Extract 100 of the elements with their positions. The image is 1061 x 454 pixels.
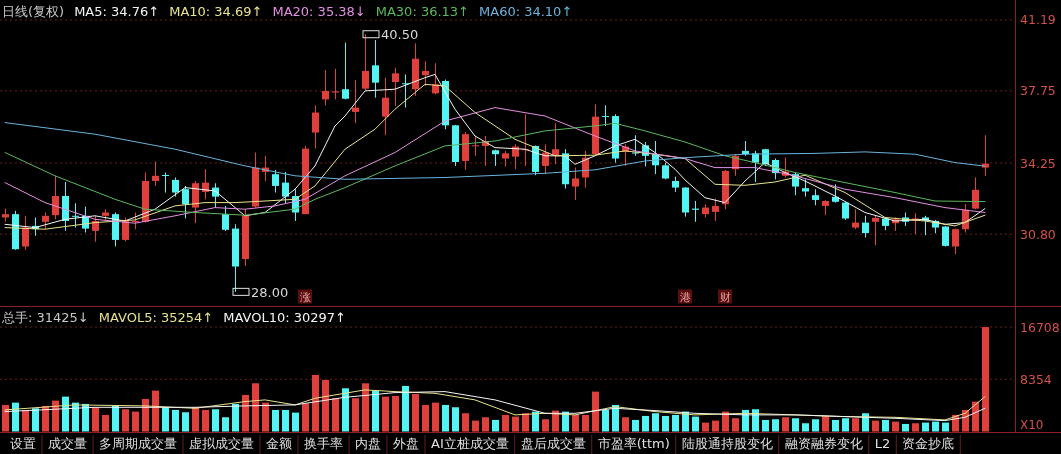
chart-title: 总手: 31425↓ bbox=[1, 310, 89, 325]
candlestick bbox=[282, 171, 289, 204]
bar bbox=[572, 414, 579, 432]
bar bbox=[562, 411, 569, 432]
candlestick bbox=[322, 69, 329, 106]
candlestick bbox=[22, 215, 29, 251]
bar bbox=[652, 413, 659, 432]
bar bbox=[782, 417, 789, 432]
bar bbox=[152, 390, 159, 432]
candlestick bbox=[872, 215, 879, 246]
bar bbox=[352, 398, 359, 432]
text: 虚拟成交量 bbox=[189, 436, 254, 451]
bar bbox=[602, 409, 609, 432]
bar bbox=[62, 396, 69, 432]
bar bbox=[32, 408, 39, 432]
bar bbox=[882, 419, 889, 432]
bar bbox=[192, 407, 199, 432]
candlestick bbox=[852, 208, 859, 230]
bar bbox=[832, 419, 839, 432]
bar bbox=[112, 405, 119, 432]
bar bbox=[482, 417, 489, 432]
line-series bbox=[4, 122, 986, 216]
bar bbox=[372, 390, 379, 432]
text: MA60: 34.10↑ bbox=[479, 4, 573, 19]
text: 盘后成交量 bbox=[520, 436, 586, 451]
bar bbox=[492, 419, 499, 432]
bar bbox=[512, 416, 519, 432]
text: MA30: 36.13↑ bbox=[375, 4, 470, 19]
bar bbox=[342, 388, 349, 432]
bar bbox=[422, 404, 429, 432]
y-tick-label: 41.19 bbox=[1020, 12, 1056, 28]
bar bbox=[852, 418, 859, 432]
y-tick-label: 16708 bbox=[1020, 319, 1060, 335]
text: 外盘 bbox=[393, 436, 419, 451]
bar bbox=[812, 419, 819, 432]
bar bbox=[632, 419, 639, 432]
text: 换手率 bbox=[304, 436, 343, 451]
text: AI立桩成交量 bbox=[431, 436, 509, 451]
bar bbox=[442, 404, 449, 432]
candlestick bbox=[172, 176, 179, 198]
bar bbox=[872, 420, 879, 432]
bar bbox=[692, 416, 699, 432]
bar bbox=[732, 418, 739, 432]
candlestick bbox=[72, 202, 79, 229]
text: MAVOL10: 30297↑ bbox=[223, 310, 346, 325]
text: 融资融券变化 bbox=[784, 436, 863, 451]
text: 金额 bbox=[266, 436, 292, 451]
text: 成交量 bbox=[48, 436, 87, 451]
y-tick-label: 30.80 bbox=[1020, 226, 1056, 242]
bar bbox=[822, 415, 829, 432]
text: 陆股通持股变化 bbox=[681, 436, 773, 451]
bar bbox=[332, 398, 339, 432]
candlestick bbox=[312, 104, 319, 150]
bar bbox=[182, 412, 189, 432]
category-label: 财 bbox=[719, 290, 731, 304]
y-axis-title: X10 bbox=[1020, 417, 1044, 432]
bar bbox=[232, 403, 239, 432]
chart-title: 日线(复权) bbox=[2, 4, 65, 19]
text: 市盈率(ttm) bbox=[597, 436, 670, 451]
bar bbox=[932, 421, 939, 432]
candlestick bbox=[182, 185, 189, 219]
bar bbox=[842, 418, 849, 432]
text: MA5: 34.76↑ bbox=[74, 4, 160, 19]
candlestick bbox=[392, 67, 399, 107]
bar bbox=[522, 413, 529, 432]
bar bbox=[432, 402, 439, 432]
candlestick bbox=[222, 205, 229, 232]
text: MA10: 34.69↑ bbox=[169, 4, 263, 19]
y-tick-label: 34.25 bbox=[1020, 155, 1056, 171]
text: 多周期成交量 bbox=[99, 436, 177, 451]
candlestick bbox=[942, 225, 949, 248]
text: 资金抄底 bbox=[902, 436, 955, 451]
bar bbox=[802, 423, 809, 432]
bar bbox=[462, 413, 469, 432]
candlestick bbox=[362, 33, 369, 91]
bar bbox=[542, 419, 549, 432]
candlestick bbox=[342, 42, 349, 100]
bar bbox=[402, 385, 409, 432]
bar bbox=[252, 383, 259, 432]
bar bbox=[582, 414, 589, 432]
bar bbox=[172, 409, 179, 432]
bar bbox=[452, 407, 459, 432]
candlestick bbox=[352, 79, 359, 124]
candlestick bbox=[972, 176, 979, 210]
text: MA20: 35.38↓ bbox=[272, 4, 366, 19]
candlestick bbox=[382, 77, 389, 136]
text: L2 bbox=[874, 436, 891, 451]
candlestick bbox=[272, 169, 279, 194]
bar bbox=[942, 422, 949, 432]
bar bbox=[762, 419, 769, 432]
bar bbox=[222, 417, 229, 432]
y-tick-label: 8354 bbox=[1020, 371, 1052, 387]
bar bbox=[302, 403, 309, 432]
bar bbox=[702, 422, 709, 432]
bar bbox=[922, 422, 929, 432]
bar bbox=[622, 417, 629, 432]
bar bbox=[612, 404, 619, 432]
bar bbox=[132, 411, 139, 432]
bar bbox=[322, 379, 329, 432]
candlestick bbox=[602, 104, 609, 127]
